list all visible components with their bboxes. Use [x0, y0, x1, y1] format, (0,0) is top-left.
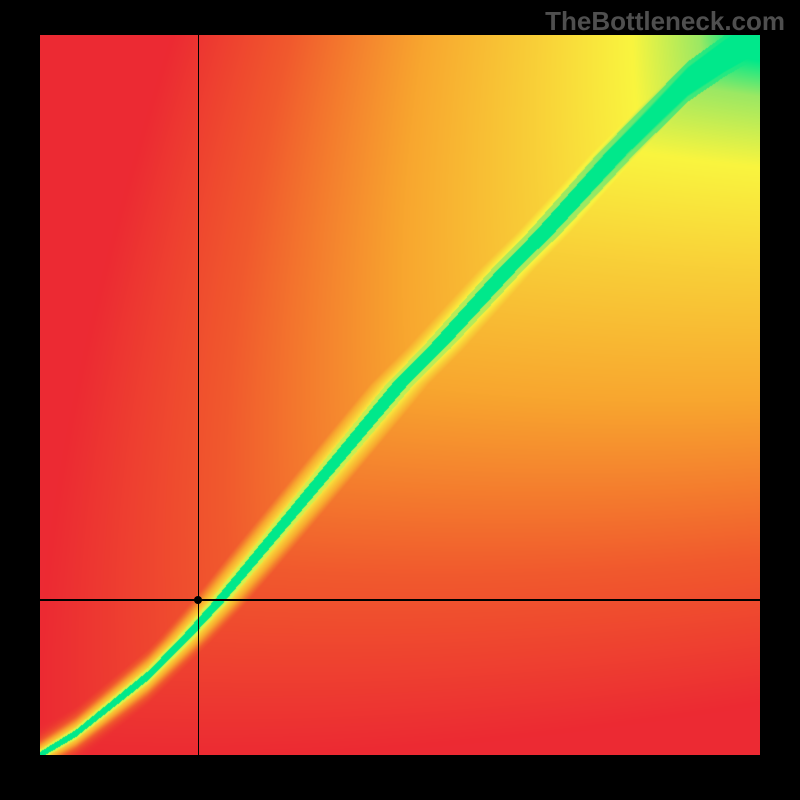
crosshair-horizontal: [40, 599, 760, 601]
heatmap-plot: [40, 35, 760, 755]
heatmap-canvas: [40, 35, 760, 755]
chart-root: TheBottleneck.com: [0, 0, 800, 800]
watermark-text: TheBottleneck.com: [545, 6, 785, 37]
crosshair-vertical: [198, 35, 200, 755]
